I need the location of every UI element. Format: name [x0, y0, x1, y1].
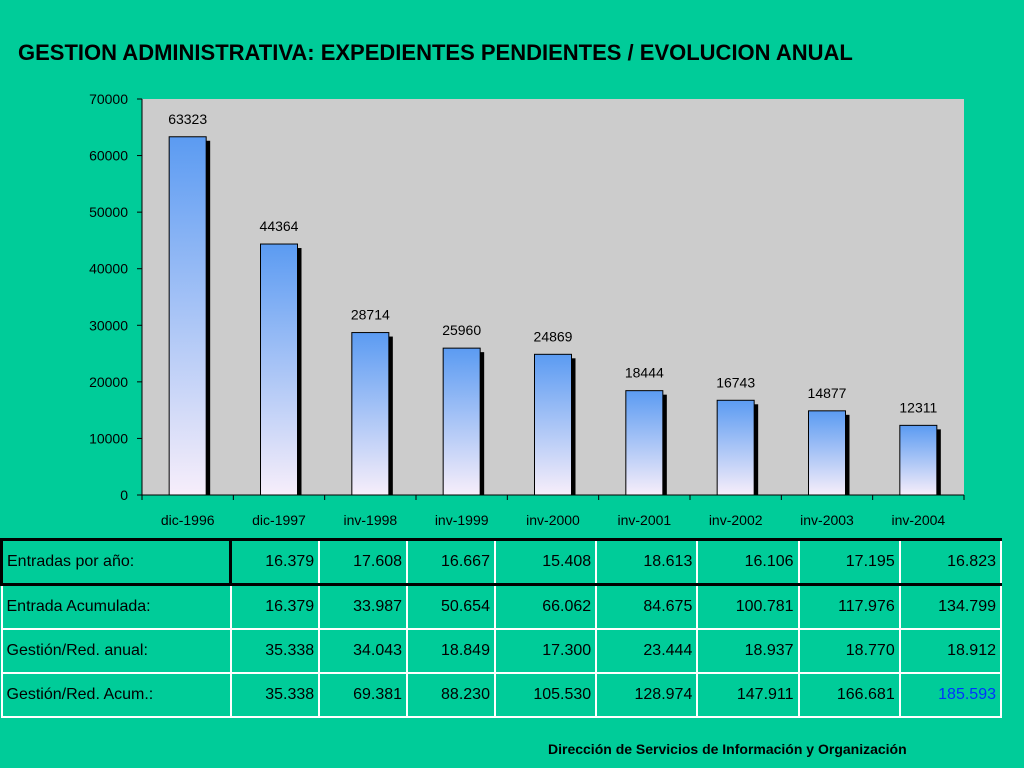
bar-chart: 0 10000 20000 30000 40000 50000 60000 70000 633… — [89, 91, 965, 528]
table-cell: 17.608 — [318, 538, 409, 586]
row-label: Entrada Acumulada: — [0, 583, 232, 630]
x-tick-label: inv-2001 — [617, 512, 671, 528]
table-cell: 128.974 — [595, 672, 699, 718]
x-tick-label: inv-2000 — [526, 512, 580, 528]
table-row: Entrada Acumulada: 16.379 33.987 50.654 66.0… — [0, 583, 1003, 630]
y-tick-label: 0 — [120, 487, 128, 503]
data-label: 25960 — [442, 322, 481, 338]
data-label: 14877 — [808, 385, 847, 401]
table-cell: 35.338 — [229, 628, 321, 674]
table-cell: 105.530 — [493, 672, 598, 718]
x-tick-label: inv-1998 — [343, 512, 397, 528]
table-cell: 23.444 — [595, 628, 699, 674]
x-tick-label: inv-1999 — [435, 512, 489, 528]
bar — [716, 399, 755, 496]
x-tick-label: inv-2004 — [891, 512, 945, 528]
table-row: Entradas por año: 16.379 17.608 16.667 15.40… — [0, 538, 1003, 586]
bar — [168, 136, 207, 496]
x-tick-label: dic-1996 — [161, 512, 215, 528]
bar — [808, 410, 846, 496]
table-cell: 35.338 — [229, 672, 321, 718]
y-tick-label: 30000 — [89, 317, 128, 333]
table-cell: 16.379 — [229, 583, 321, 630]
x-axis: dic-1996 dic-1997 inv-1998 inv-1999 inv-2000… — [141, 494, 965, 528]
table-cell: 88.230 — [406, 672, 496, 718]
x-tick-label: inv-2003 — [800, 512, 854, 528]
data-table: Entradas por año: 16.379 17.608 16.667 15.40… — [0, 538, 1003, 718]
y-tick-label: 40000 — [89, 261, 128, 277]
table-cell: 117.976 — [797, 583, 901, 630]
bar — [899, 424, 938, 496]
table-row: Gestión/Red. anual: 35.338 34.043 18.849 17.… — [0, 628, 1003, 674]
table-row: Gestión/Red. Acum.: 35.338 69.381 88.230 105… — [0, 672, 1003, 718]
y-tick-label: 20000 — [89, 374, 128, 390]
bar — [534, 353, 572, 496]
data-label: 24869 — [534, 328, 573, 344]
y-tick-label: 50000 — [89, 204, 128, 220]
table-cell: 16.667 — [406, 538, 496, 586]
bars: 63323 44364 28714 25960 24869 18444 16743 14877… — [168, 111, 941, 496]
data-label: 18444 — [625, 365, 664, 381]
row-label: Gestión/Red. anual: — [0, 628, 232, 674]
y-tick-label: 60000 — [89, 148, 128, 164]
data-label: 28714 — [351, 307, 390, 323]
table-cell: 18.613 — [595, 538, 699, 586]
y-tick-label: 10000 — [89, 430, 128, 446]
bar — [260, 243, 298, 496]
bar — [625, 390, 664, 496]
data-label: 44364 — [260, 218, 299, 234]
row-label: Entradas por año: — [0, 538, 232, 586]
table-cell: 17.300 — [493, 628, 598, 674]
table-cell: 166.681 — [797, 672, 901, 718]
table-cell: 185.593 — [898, 672, 1003, 718]
data-label: 63323 — [168, 111, 207, 127]
bar — [442, 347, 481, 496]
table-cell: 134.799 — [898, 583, 1003, 630]
x-tick-label: inv-2002 — [709, 512, 763, 528]
table-cell: 34.043 — [318, 628, 409, 674]
y-axis: 0 10000 20000 30000 40000 50000 60000 70000 — [89, 91, 143, 503]
row-label: Gestión/Red. Acum.: — [0, 672, 232, 718]
table-cell: 18.849 — [406, 628, 496, 674]
table-cell: 18.937 — [696, 628, 800, 674]
table-cell: 16.379 — [229, 538, 321, 586]
table-cell: 147.911 — [696, 672, 800, 718]
table-cell: 17.195 — [797, 538, 901, 586]
table-cell: 18.770 — [797, 628, 901, 674]
table-cell: 15.408 — [493, 538, 598, 586]
x-tick-label: dic-1997 — [252, 512, 306, 528]
footer-text: Dirección de Servicios de Información y … — [548, 741, 907, 757]
table-cell: 16.106 — [696, 538, 800, 586]
table-cell: 69.381 — [318, 672, 409, 718]
table-cell: 100.781 — [696, 583, 800, 630]
table-cell: 50.654 — [406, 583, 496, 630]
table-cell: 33.987 — [318, 583, 409, 630]
data-label: 16743 — [716, 374, 755, 390]
table-cell: 66.062 — [493, 583, 598, 630]
table-cell: 84.675 — [595, 583, 699, 630]
bar — [351, 332, 390, 496]
y-tick-label: 70000 — [89, 91, 128, 107]
chart-title: GESTION ADMINISTRATIVA: EXPEDIENTES PEND… — [18, 40, 853, 65]
table-cell: 16.823 — [898, 538, 1003, 586]
table-cell: 18.912 — [898, 628, 1003, 674]
data-label: 12311 — [899, 399, 937, 415]
